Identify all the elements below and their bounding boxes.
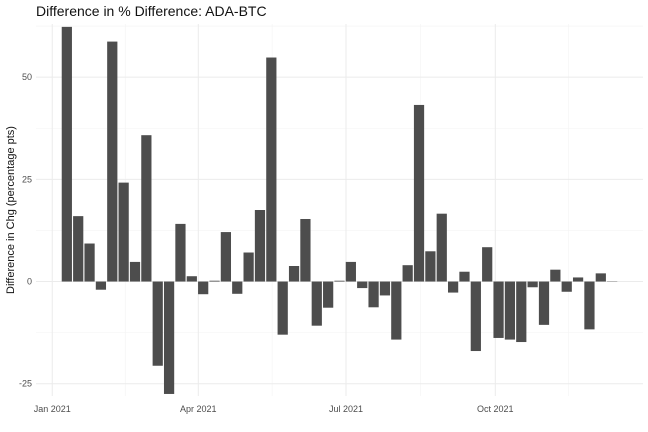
bar <box>175 223 186 282</box>
bar <box>323 281 334 308</box>
bar <box>482 247 493 282</box>
bar <box>504 281 516 340</box>
bar <box>459 271 470 282</box>
bar <box>84 243 95 282</box>
bar <box>516 281 527 343</box>
bar <box>277 281 288 335</box>
x-tick-labels: Jan 2021 Apr 2021 Jul 2021 Oct 2021 <box>34 404 514 414</box>
y-axis-title: Difference in Chg (percentage pts) <box>5 126 17 294</box>
bar <box>186 276 197 282</box>
bar <box>425 251 436 282</box>
x-tick-label: Jul 2021 <box>329 404 363 414</box>
bar <box>572 277 584 282</box>
bar <box>254 210 266 282</box>
bar <box>198 281 209 295</box>
x-tick-label: Jan 2021 <box>34 404 71 414</box>
bar <box>595 273 606 282</box>
bar <box>584 281 595 330</box>
x-tick-label: Apr 2021 <box>180 404 217 414</box>
bar <box>334 280 345 282</box>
bar <box>538 281 550 325</box>
bar <box>220 232 232 282</box>
bar <box>243 252 254 282</box>
bars-group <box>61 26 618 394</box>
bar <box>152 281 163 366</box>
bar <box>357 281 368 289</box>
y-tick-labels: -25 0 25 50 <box>19 72 32 389</box>
bar <box>118 182 129 282</box>
y-tick-label: 50 <box>22 72 32 82</box>
bar <box>550 269 561 282</box>
chart-title: Difference in % Difference: ADA-BTC <box>36 3 267 19</box>
bar <box>163 281 175 394</box>
bar <box>493 281 504 338</box>
bar <box>413 104 425 282</box>
bar <box>61 26 72 282</box>
bar <box>379 281 391 296</box>
bar <box>402 265 413 282</box>
bar <box>311 281 322 326</box>
bar <box>436 213 447 282</box>
bar <box>95 281 107 290</box>
bar <box>300 218 311 282</box>
bar <box>288 266 300 282</box>
y-tick-label: -25 <box>19 379 32 389</box>
bar <box>73 216 84 282</box>
bar <box>141 135 152 282</box>
bar <box>561 281 572 292</box>
y-tick-label: 0 <box>27 277 32 287</box>
bar <box>391 281 402 340</box>
bar <box>527 281 538 288</box>
bar <box>266 57 277 282</box>
y-tick-label: 25 <box>22 174 32 184</box>
bar <box>232 281 243 294</box>
bar <box>129 261 141 282</box>
bar <box>345 261 356 282</box>
bar <box>447 281 459 293</box>
x-tick-label: Oct 2021 <box>477 404 514 414</box>
bar <box>470 281 481 352</box>
bar <box>107 41 118 282</box>
bar <box>209 280 220 282</box>
bar <box>368 281 379 308</box>
